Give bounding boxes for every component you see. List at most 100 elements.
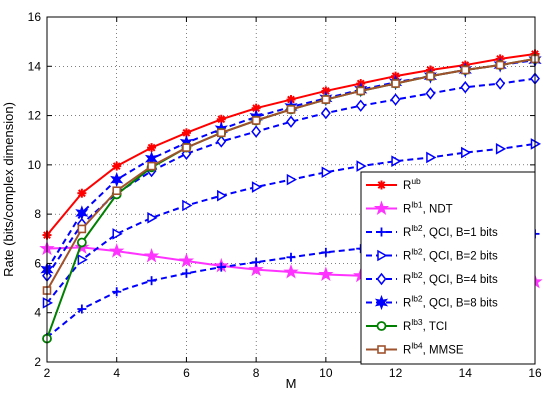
asterisk-marker bbox=[112, 161, 122, 171]
x-axis-ticks: 2 4 6 8 10 12 14 16 bbox=[44, 17, 542, 380]
y-tick-label: 2 bbox=[34, 355, 41, 369]
square-marker bbox=[356, 86, 366, 96]
hexagram-marker bbox=[374, 294, 389, 311]
diamond-marker bbox=[216, 135, 227, 148]
legend-item: Rlb2, QCI, B=2 bits bbox=[366, 247, 498, 263]
square-marker bbox=[286, 105, 296, 114]
legend-box bbox=[360, 171, 536, 365]
triangle-right-marker bbox=[461, 146, 472, 159]
diamond-marker bbox=[251, 125, 262, 138]
legend-label-superscript: lb4 bbox=[411, 341, 423, 351]
legend-label-suffix: , NDT bbox=[423, 204, 453, 216]
triangle-right-marker bbox=[356, 160, 367, 172]
legend-label: Rlb3, TCI bbox=[403, 317, 447, 333]
plus-marker bbox=[147, 276, 157, 286]
legend-label-base: R bbox=[403, 274, 411, 286]
x-tick-label: 8 bbox=[253, 366, 260, 380]
hexagram-marker bbox=[110, 172, 124, 188]
triangle-right-marker bbox=[112, 228, 123, 240]
y-tick-label: 4 bbox=[34, 306, 41, 320]
square-marker bbox=[216, 128, 226, 138]
asterisk-marker bbox=[77, 188, 87, 198]
x-tick-label: 6 bbox=[183, 366, 190, 380]
triangle-right-marker bbox=[217, 189, 228, 202]
legend-label: Rlb4, MMSE bbox=[403, 341, 464, 357]
triangle-right-marker bbox=[495, 143, 507, 155]
square-marker bbox=[495, 60, 505, 70]
diamond-marker bbox=[460, 81, 471, 94]
legend-item: Rlb3, TCI bbox=[366, 317, 447, 333]
star-marker bbox=[178, 252, 195, 268]
square-marker bbox=[460, 65, 470, 75]
triangle-right-marker bbox=[377, 249, 388, 262]
legend-label: Rub bbox=[403, 176, 421, 192]
legend-item: Rlb2, QCI, B=8 bits bbox=[366, 294, 498, 311]
legend-label-superscript: lb2 bbox=[411, 247, 423, 257]
legend-label-base: R bbox=[403, 298, 411, 310]
y-tick-label: 8 bbox=[34, 207, 41, 221]
square-marker bbox=[377, 345, 386, 354]
legend-label-base: R bbox=[403, 321, 411, 333]
square-marker bbox=[112, 186, 122, 196]
plus-marker bbox=[286, 252, 296, 262]
diamond-marker bbox=[286, 115, 296, 128]
legend-label: Rlb2, QCI, B=2 bits bbox=[403, 247, 498, 263]
circle-marker bbox=[376, 321, 387, 331]
y-axis-label: Rate (bits/complex dimension) bbox=[1, 102, 16, 277]
star-marker bbox=[143, 248, 160, 263]
legend-label-superscript: lb3 bbox=[411, 317, 423, 327]
square-marker bbox=[77, 224, 87, 234]
y-tick-label: 12 bbox=[28, 109, 42, 123]
y-tick-label: 16 bbox=[28, 10, 42, 24]
asterisk-marker bbox=[147, 143, 157, 153]
triangle-right-marker bbox=[77, 253, 88, 266]
x-tick-label: 4 bbox=[113, 366, 120, 380]
diamond-marker bbox=[376, 272, 387, 286]
legend-label-superscript: lb1 bbox=[411, 200, 423, 210]
asterisk-marker bbox=[377, 180, 386, 190]
plus-marker bbox=[321, 247, 331, 257]
legend-label: Rlb2, QCI, B=8 bits bbox=[403, 294, 498, 310]
triangle-right-marker bbox=[251, 181, 263, 193]
square-marker bbox=[251, 116, 261, 125]
star-marker bbox=[373, 200, 390, 215]
triangle-right-marker bbox=[182, 199, 193, 212]
legend-label-base: R bbox=[403, 345, 411, 357]
plus-marker bbox=[216, 262, 226, 272]
legend-label-suffix: , QCI, B=2 bits bbox=[423, 251, 498, 263]
triangle-right-marker bbox=[426, 151, 437, 164]
plus-marker bbox=[77, 304, 87, 314]
diamond-marker bbox=[425, 87, 436, 100]
square-marker bbox=[426, 71, 435, 81]
x-tick-label: 12 bbox=[389, 366, 403, 380]
legend-label-suffix: , MMSE bbox=[423, 345, 464, 357]
legend-item: Rlb1, NDT bbox=[366, 200, 453, 216]
triangle-right-marker bbox=[321, 166, 332, 179]
legend-label-superscript: lb2 bbox=[411, 223, 423, 233]
legend-label-base: R bbox=[403, 251, 411, 263]
star-marker bbox=[283, 264, 299, 279]
series-7 bbox=[42, 54, 540, 295]
square-marker bbox=[321, 95, 331, 104]
x-tick-label: 10 bbox=[319, 366, 333, 380]
legend-label-suffix: , QCI, B=4 bits bbox=[423, 274, 498, 286]
plus-marker bbox=[377, 227, 386, 237]
hexagram-marker bbox=[75, 205, 89, 221]
legend-label-base: R bbox=[403, 227, 411, 239]
plus-marker bbox=[181, 268, 191, 278]
y-tick-label: 14 bbox=[28, 59, 42, 73]
square-marker bbox=[147, 161, 156, 171]
plus-marker bbox=[251, 257, 261, 267]
triangle-right-marker bbox=[147, 212, 158, 224]
y-tick-label: 10 bbox=[28, 158, 42, 172]
legend-label-suffix: , QCI, B=8 bits bbox=[423, 298, 498, 310]
star-marker bbox=[318, 266, 334, 282]
x-tick-label: 16 bbox=[528, 366, 542, 380]
x-axis-label: M bbox=[286, 376, 297, 391]
square-marker bbox=[182, 143, 191, 152]
y-tick-label: 6 bbox=[34, 256, 41, 270]
star-marker bbox=[248, 261, 264, 277]
diamond-marker bbox=[355, 99, 366, 112]
